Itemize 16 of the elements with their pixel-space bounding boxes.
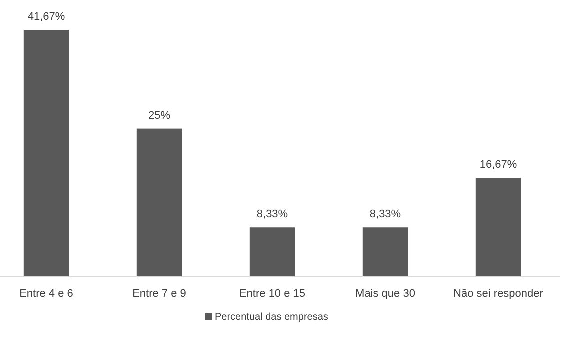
legend-label: Percentual das empresas [215,312,328,323]
bar [476,178,522,277]
bar [24,30,70,277]
x-tick-label: Entre 10 e 15 [239,288,306,300]
x-tick-label: Entre 4 e 6 [20,288,74,300]
data-label: 16,67% [480,159,518,172]
x-tick-label: Mais que 30 [356,288,416,300]
data-label: 41,67% [28,11,66,23]
bar [362,228,408,277]
x-tick-label: Entre 7 e 9 [132,288,186,300]
x-tick-label: Não sei responder [454,288,544,300]
bar [250,228,296,277]
data-label: 25% [148,110,171,122]
data-label: 8,33% [256,208,288,221]
data-label: 8,33% [370,208,402,221]
bar [136,128,182,277]
